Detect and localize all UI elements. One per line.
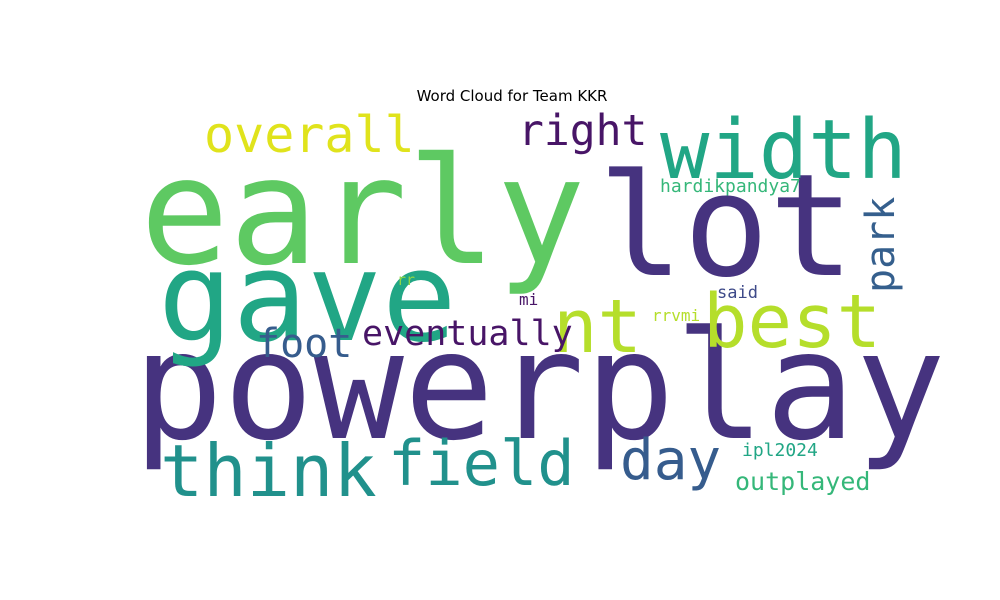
word-nt: nt [553, 284, 642, 370]
word-outplayed: outplayed [735, 467, 870, 496]
word-lot: lot [598, 144, 854, 309]
word-width: width [660, 103, 907, 198]
word-overall: overall [204, 106, 415, 164]
word-right: right [518, 106, 647, 156]
word-field: field [388, 427, 575, 500]
word-early: early [140, 126, 586, 298]
word-rrvmi: rrvmi [652, 306, 700, 325]
word-powerplay: powerplay [133, 300, 946, 474]
word-day: day [620, 428, 721, 493]
word-gave: gave [158, 226, 457, 370]
word-hardikpandya7: hardikpandya7 [660, 176, 801, 197]
word-mi: mi [519, 290, 538, 309]
word-best: best [703, 279, 881, 365]
word-park: park [858, 197, 904, 293]
word-think: think [160, 429, 377, 513]
word-foot: foot [256, 321, 352, 367]
word-eventually: eventually [362, 314, 573, 354]
word-rr: rr [397, 271, 415, 289]
chart-title: Word Cloud for Team KKR [417, 87, 608, 105]
word-ipl2024: ipl2024 [742, 440, 818, 461]
word-said: said [717, 283, 758, 303]
